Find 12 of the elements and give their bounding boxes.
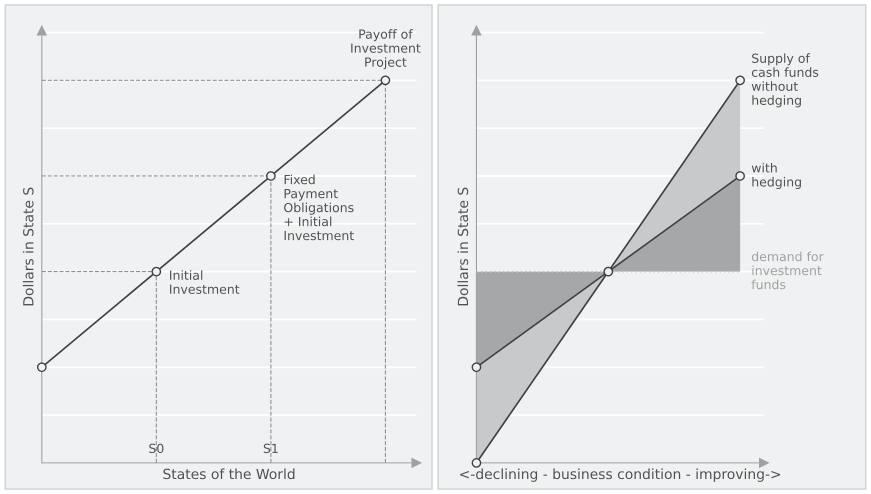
x-axis-title: <-declining - business condition - improving-> (460, 468, 780, 482)
y-axis-title: Dollars in State S (22, 188, 34, 306)
ref-line-label: demand for investment funds (752, 252, 824, 290)
annotation: Payoff of Investment Project (351, 29, 421, 70)
series-label: Supply of cash funds without hedging (752, 53, 818, 108)
x-axis-title: States of the World (163, 468, 294, 480)
series-label: with hedging (752, 162, 801, 190)
y-axis-title: Dollars in State S (457, 188, 468, 306)
x-tick-label: S0 (149, 444, 164, 454)
annotation: Initial Investment (170, 270, 240, 294)
annotation: Fixed Payment Obligations + Initial Investment (284, 174, 354, 240)
x-tick-label: S1 (264, 444, 278, 454)
